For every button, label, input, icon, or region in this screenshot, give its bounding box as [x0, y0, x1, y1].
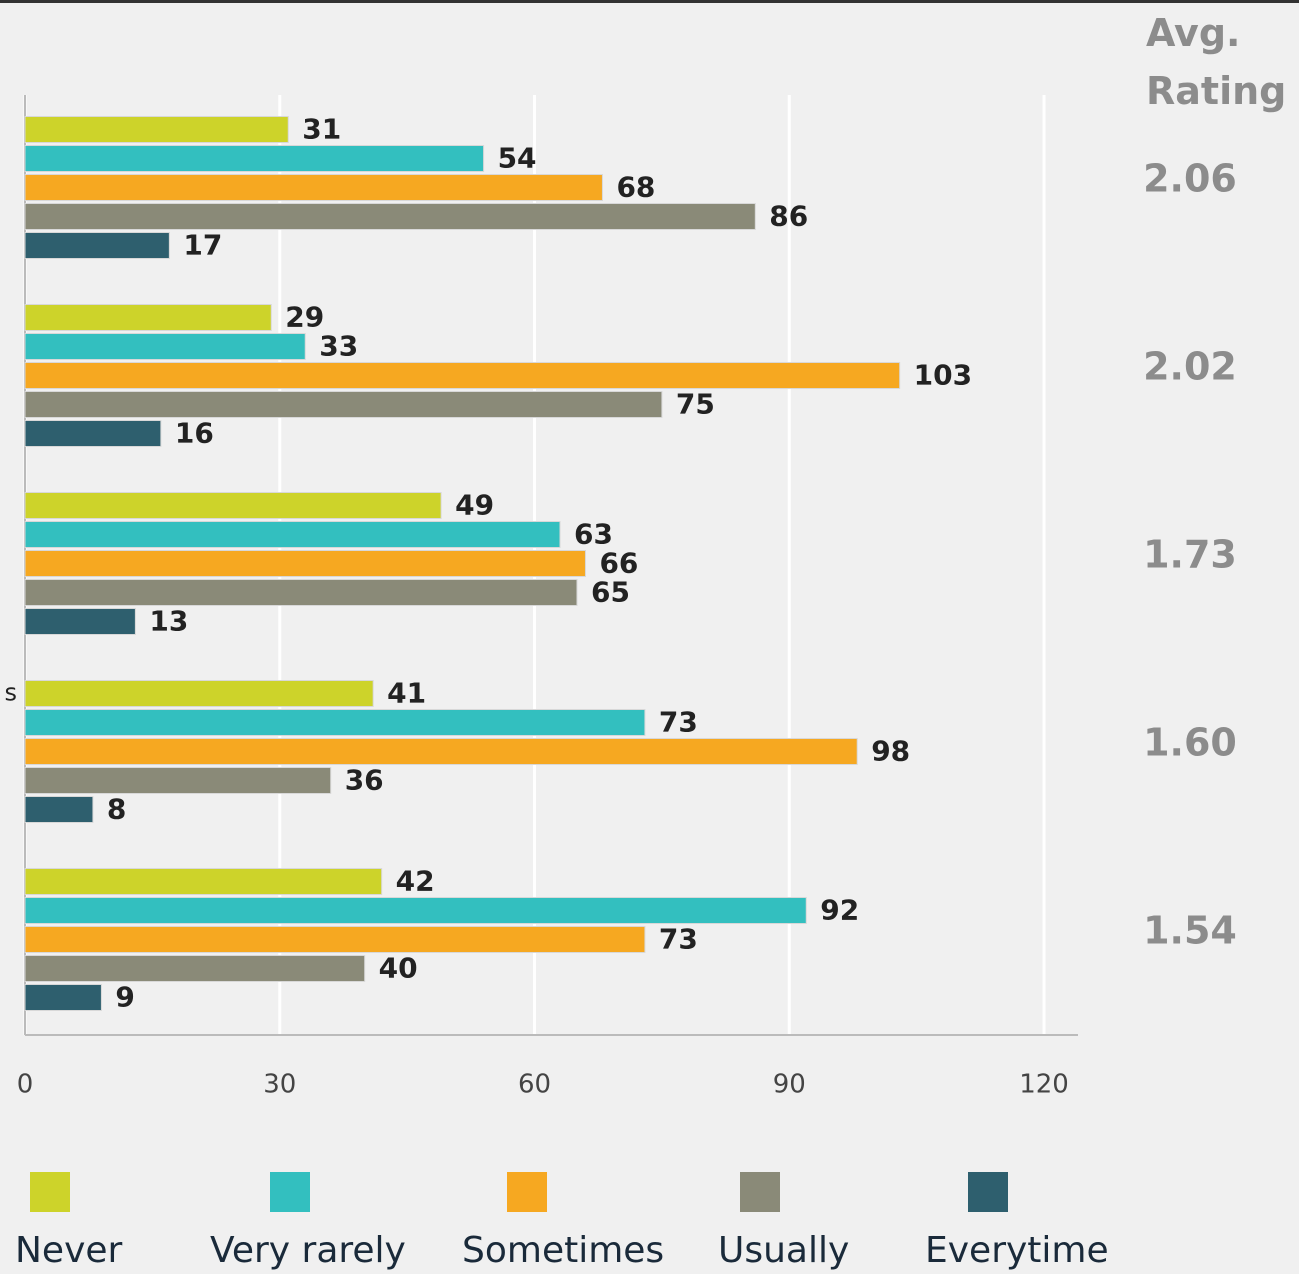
- data-label: 9: [115, 981, 134, 1014]
- bar: [24, 738, 858, 765]
- x-tick-label: 0: [17, 1070, 34, 1100]
- legend-label: Everytime: [925, 1230, 1109, 1271]
- data-label: 54: [498, 142, 537, 175]
- data-label: 13: [149, 605, 188, 638]
- bar: [24, 304, 272, 331]
- y-tick-label: s: [4, 679, 17, 707]
- avg-rating-title: Avg. Rating: [1146, 11, 1287, 113]
- legend-swatch: [507, 1172, 547, 1212]
- data-label: 41: [387, 677, 426, 710]
- bar: [24, 608, 136, 635]
- data-label: 86: [769, 200, 808, 233]
- data-label: 33: [319, 330, 358, 363]
- data-label: 29: [285, 301, 324, 334]
- bar: [24, 550, 586, 577]
- data-label: 73: [659, 706, 698, 739]
- bar: [24, 391, 663, 418]
- data-label: 73: [659, 923, 698, 956]
- legend-swatch: [740, 1172, 780, 1212]
- legend-label: Very rarely: [210, 1230, 406, 1271]
- bar: [24, 420, 162, 447]
- legend-swatch: [968, 1172, 1008, 1212]
- bar: [24, 926, 646, 953]
- x-tick-label: 120: [1019, 1070, 1069, 1100]
- data-label: 17: [183, 229, 222, 262]
- data-label: 66: [599, 547, 638, 580]
- bar: [24, 521, 561, 548]
- data-label: 31: [302, 113, 341, 146]
- bar: [24, 984, 102, 1011]
- data-label: 68: [616, 171, 655, 204]
- bar: [24, 796, 94, 823]
- bar: [24, 767, 332, 794]
- bar: [24, 333, 306, 360]
- legend-label: Never: [15, 1230, 123, 1271]
- bar: [24, 897, 807, 924]
- data-label: 63: [574, 518, 613, 551]
- legend-swatch: [270, 1172, 310, 1212]
- data-label: 103: [914, 359, 972, 392]
- bar: [24, 579, 578, 606]
- bar: [24, 145, 485, 172]
- x-tick-label: 60: [518, 1070, 551, 1100]
- avg-rating: 2.06: [1143, 157, 1237, 201]
- bar: [24, 868, 383, 895]
- data-label: 36: [345, 764, 384, 797]
- bar: [24, 116, 289, 143]
- bar: [24, 492, 442, 519]
- data-label: 16: [175, 417, 214, 450]
- legend-label: Usually: [718, 1230, 849, 1271]
- data-label: 49: [455, 489, 494, 522]
- data-label: 40: [379, 952, 418, 985]
- data-label: 92: [820, 894, 859, 927]
- legend-label: Sometimes: [462, 1230, 664, 1271]
- legend-swatch: [30, 1172, 70, 1212]
- x-tick-label: 90: [773, 1070, 806, 1100]
- bar: [24, 203, 756, 230]
- bar: [24, 955, 366, 982]
- bar: [24, 680, 374, 707]
- bar: [24, 174, 603, 201]
- data-label: 75: [676, 388, 715, 421]
- data-label: 8: [107, 793, 126, 826]
- bar: [24, 232, 170, 259]
- data-label: 42: [396, 865, 435, 898]
- data-label: 65: [591, 576, 630, 609]
- avg-rating: 1.60: [1143, 721, 1237, 765]
- top-border: [0, 0, 1299, 3]
- bar: [24, 709, 646, 736]
- bar: [24, 362, 901, 389]
- x-tick-label: 30: [263, 1070, 296, 1100]
- avg-rating: 2.02: [1143, 345, 1237, 389]
- avg-rating: 1.73: [1143, 533, 1237, 577]
- avg-rating: 1.54: [1143, 909, 1237, 953]
- data-label: 98: [871, 735, 910, 768]
